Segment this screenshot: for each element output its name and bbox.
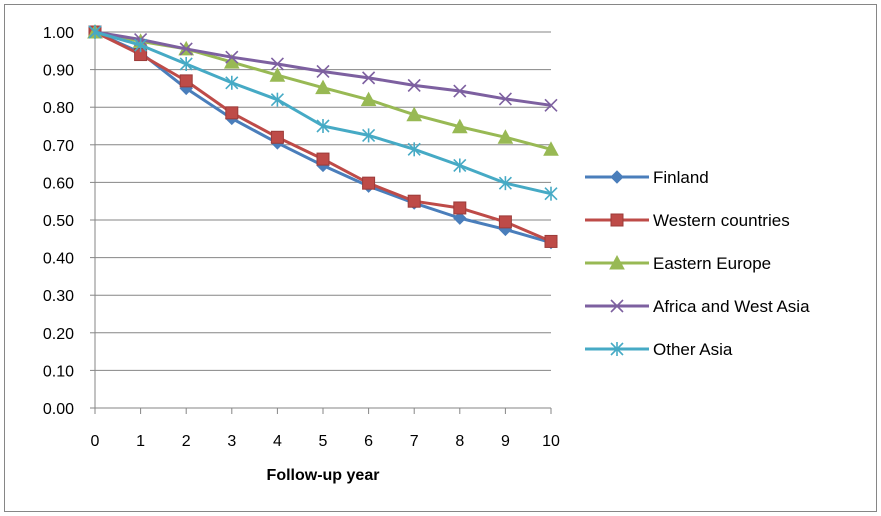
- data-point: [88, 25, 102, 39]
- data-point: [406, 106, 423, 122]
- axes: 0.00 0.10 0.20 0.30 0.40 0.50 0.60 0.70 0.80 0.90…: [43, 25, 560, 450]
- data-point: [498, 176, 512, 191]
- data-point: [453, 84, 467, 98]
- legend: Finland Western countries Eastern Europe Af…: [585, 168, 810, 359]
- legend-label: Eastern Europe: [653, 254, 771, 273]
- data-point: [362, 128, 376, 143]
- data-point: [270, 57, 284, 71]
- series-other-asia: [88, 25, 558, 201]
- y-tick-label: 1.00: [43, 25, 74, 42]
- y-tick-label: 0.00: [43, 401, 74, 418]
- data-point: [270, 92, 284, 107]
- data-point: [134, 38, 148, 53]
- y-tick-label: 0.30: [43, 288, 74, 305]
- legend-label: Africa and West Asia: [653, 297, 810, 316]
- x-tick-label: 7: [410, 433, 419, 450]
- y-tick-label: 0.80: [43, 100, 74, 117]
- data-point: [453, 158, 467, 173]
- data-point: [179, 42, 193, 56]
- data-point: [179, 74, 193, 88]
- data-point: [225, 106, 239, 120]
- legend-marker: [610, 170, 624, 184]
- x-tick-label: 2: [182, 433, 191, 450]
- data-point: [316, 152, 330, 166]
- data-point: [544, 234, 558, 248]
- y-tick-label: 0.60: [43, 175, 74, 192]
- legend-marker: [610, 213, 624, 227]
- data-point: [498, 92, 512, 106]
- x-tick-label: 0: [91, 433, 100, 450]
- data-point: [316, 119, 330, 133]
- data-point: [543, 141, 559, 156]
- gridlines: [95, 31, 551, 371]
- x-axis-title: Follow-up year: [267, 467, 380, 484]
- x-tick-label: 5: [319, 433, 328, 450]
- legend-item: Eastern Europe: [585, 254, 771, 273]
- data-point: [407, 194, 421, 208]
- legend-item: Western countries: [585, 211, 790, 230]
- y-tick-label: 0.90: [43, 63, 74, 80]
- data-point: [315, 79, 331, 95]
- legend-item: Other Asia: [585, 340, 733, 359]
- data-point: [316, 64, 330, 79]
- data-point: [225, 50, 239, 64]
- data-point: [453, 211, 467, 225]
- y-tick-label: 0.40: [43, 251, 74, 268]
- legend-marker: [609, 254, 625, 270]
- legend-label: Other Asia: [653, 340, 733, 359]
- data-point: [179, 56, 193, 71]
- legend-marker: [610, 342, 624, 356]
- data-point: [544, 98, 558, 112]
- data-point: [269, 67, 286, 82]
- x-tick-label: 8: [455, 433, 464, 450]
- data-point: [225, 75, 239, 90]
- data-point: [498, 215, 512, 229]
- data-point: [270, 130, 284, 144]
- legend-marker: [610, 299, 624, 313]
- y-tick-label: 0.10: [43, 363, 74, 380]
- data-point: [451, 118, 468, 134]
- series-lines: [87, 23, 559, 250]
- data-point: [407, 142, 421, 157]
- data-point: [362, 71, 376, 85]
- data-point: [362, 176, 376, 190]
- x-tick-label: 9: [501, 433, 510, 450]
- legend-label: Finland: [653, 168, 709, 187]
- data-point: [360, 91, 377, 107]
- series-western-countries: [88, 25, 558, 248]
- legend-label: Western countries: [653, 211, 790, 230]
- data-point: [497, 129, 514, 144]
- data-point: [453, 201, 467, 215]
- x-tick-label: 10: [542, 433, 560, 450]
- data-point: [407, 78, 421, 92]
- x-tick-label: 6: [364, 433, 373, 450]
- legend-item: Finland: [585, 168, 709, 187]
- y-tick-label: 0.70: [43, 138, 74, 155]
- y-tick-label: 0.50: [43, 213, 74, 230]
- data-point: [544, 186, 558, 201]
- x-tick-label: 1: [136, 433, 145, 450]
- x-tick-label: 4: [273, 433, 282, 450]
- x-tick-label: 3: [227, 433, 236, 450]
- y-tick-label: 0.20: [43, 326, 74, 343]
- legend-item: Africa and West Asia: [585, 297, 810, 316]
